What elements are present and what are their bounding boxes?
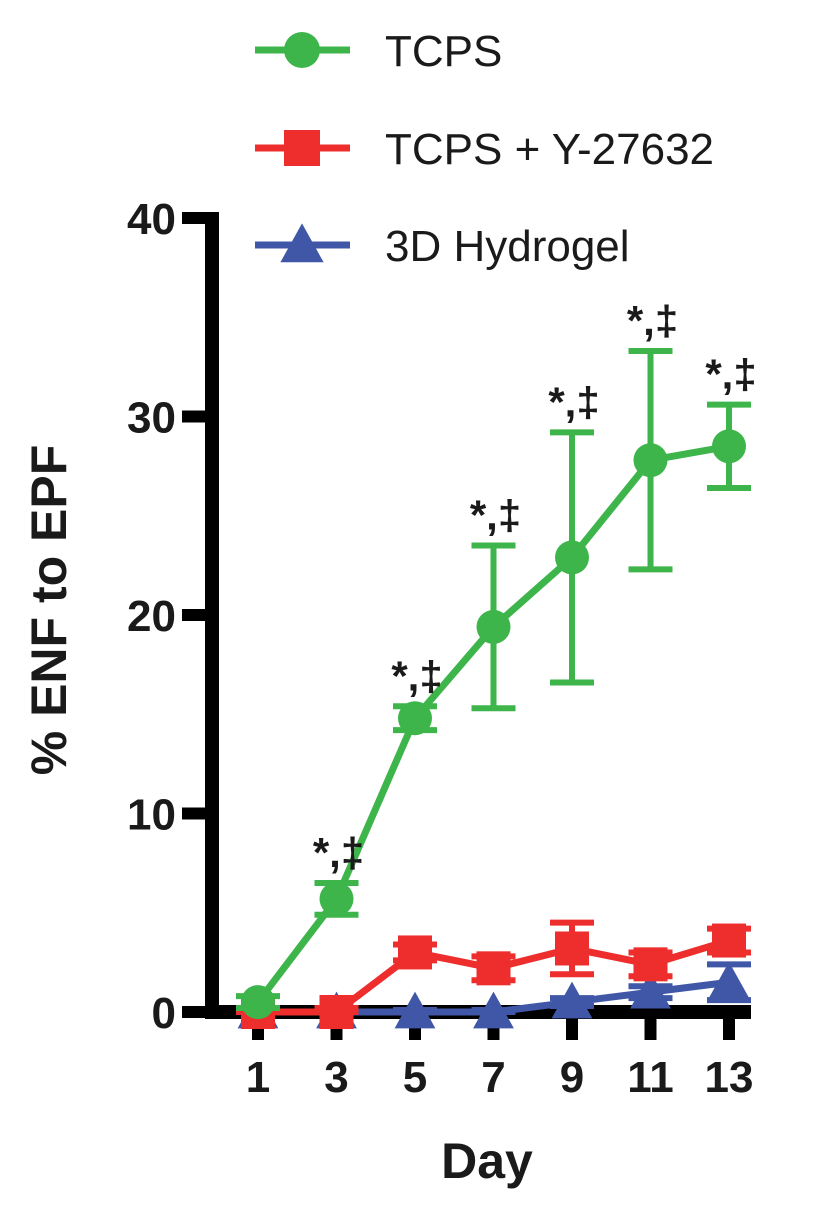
annotation-day-13: *,‡ [705, 351, 756, 398]
legend-marker-tcps [284, 32, 320, 68]
legend-item-tcps-y-27632: TCPS + Y-27632 [255, 125, 714, 174]
point-tcps-day-7 [476, 609, 511, 644]
y-tick-label-10: 10 [127, 791, 176, 840]
point-tcps-day-5 [398, 701, 432, 736]
legend-marker-3d-hydrogel [280, 223, 324, 263]
point-3d-hydrogel-day-9 [551, 981, 593, 1019]
x-tick-label-11: 11 [627, 1053, 674, 1102]
annotation-day-9: *,‡ [548, 378, 599, 425]
point-tcps-y-27632-day-9 [555, 931, 589, 966]
point-tcps-day-3 [319, 881, 354, 916]
point-3d-hydrogel-day-7 [473, 991, 514, 1029]
series-tcps-y-27632 [236, 919, 751, 1029]
annotation-day-11: *,‡ [627, 297, 678, 344]
x-tick-label-7: 7 [481, 1053, 505, 1102]
legend-item-3d-hydrogel: 3D Hydrogel [255, 222, 630, 271]
legend-item-tcps: TCPS [255, 27, 502, 76]
x-tick-label-9: 9 [560, 1053, 584, 1102]
y-tick-label-0: 0 [152, 989, 176, 1038]
x-tick-label-13: 13 [705, 1053, 754, 1102]
legend-marker-tcps-y-27632 [284, 130, 320, 166]
y-tick-label-30: 30 [127, 394, 176, 443]
series-tcps [236, 347, 751, 1020]
series-layer [236, 347, 751, 1029]
point-tcps-day-13 [712, 429, 746, 464]
point-tcps-y-27632-day-13 [712, 923, 746, 958]
y-tick-label-20: 20 [127, 592, 176, 641]
point-tcps-day-11 [633, 443, 668, 478]
point-tcps-day-1 [241, 985, 275, 1020]
legend: TCPS TCPS + Y-27632 3D Hydrogel [255, 27, 714, 271]
y-tick-label-40: 40 [127, 195, 176, 244]
x-tick-label-1: 1 [246, 1053, 270, 1102]
annotation-day-3: *,‡ [313, 829, 364, 876]
x-tick-label-5: 5 [403, 1053, 427, 1102]
legend-label-3d-hydrogel: 3D Hydrogel [385, 222, 630, 271]
annotation-day-5: *,‡ [391, 652, 442, 699]
point-3d-hydrogel-day-5 [394, 991, 436, 1029]
x-tick-label-3: 3 [324, 1053, 348, 1102]
point-tcps-y-27632-day-3 [319, 995, 354, 1029]
annotation-day-7: *,‡ [470, 492, 521, 539]
point-tcps-y-27632-day-7 [476, 951, 511, 986]
annotations: *,‡ *,‡ *,‡ *,‡ *,‡ *,‡ [313, 297, 757, 876]
x-axis-title: Day [441, 1133, 533, 1189]
legend-label-tcps-y-27632: TCPS + Y-27632 [385, 125, 714, 174]
point-tcps-y-27632-day-11 [633, 947, 668, 982]
legend-label-tcps: TCPS [385, 27, 502, 76]
point-tcps-y-27632-day-5 [398, 935, 432, 970]
y-axis-title: % ENF to EPF [21, 445, 77, 776]
point-3d-hydrogel-day-11 [630, 971, 671, 1009]
point-3d-hydrogel-day-13 [708, 961, 750, 999]
point-tcps-day-9 [555, 540, 589, 575]
